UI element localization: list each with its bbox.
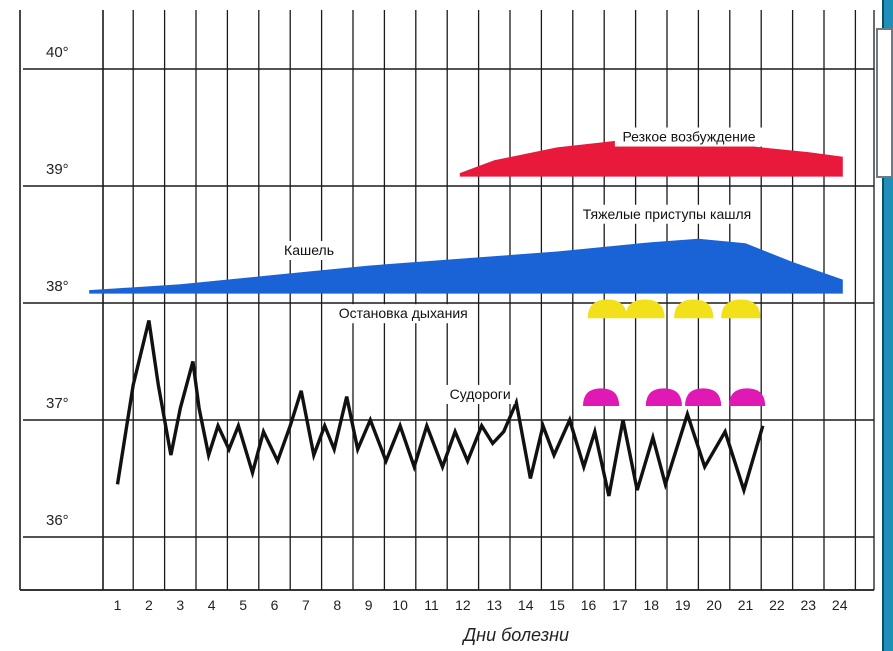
x-tick-label: 10 <box>392 597 408 613</box>
x-tick-label: 19 <box>675 597 691 613</box>
x-tick-label: 18 <box>644 597 660 613</box>
y-tick-label: 39° <box>46 161 69 178</box>
x-tick-label: 8 <box>333 597 341 613</box>
x-tick-label: 5 <box>239 597 247 613</box>
x-tick-label: 13 <box>487 597 503 613</box>
annotation-label: Остановка дыхания <box>339 305 468 321</box>
x-axis-label: Дни болезни <box>461 625 569 645</box>
x-tick-label: 9 <box>365 597 373 613</box>
x-tick-label: 7 <box>302 597 310 613</box>
x-tick-label: 6 <box>271 597 279 613</box>
x-tick-label: 1 <box>114 597 122 613</box>
annotation-label-bg <box>445 384 515 404</box>
x-tick-label: 15 <box>549 597 565 613</box>
apnea-episode <box>625 299 665 319</box>
x-tick-label: 16 <box>581 597 597 613</box>
agitation-band <box>459 139 843 177</box>
x-tick-label: 22 <box>769 597 785 613</box>
x-tick-label: 4 <box>208 597 216 613</box>
annotation-label-bg <box>333 304 474 324</box>
apnea-episode <box>674 299 714 319</box>
slide-side-bar <box>882 0 893 651</box>
apnea-episode <box>587 299 627 319</box>
x-tick-label: 3 <box>176 597 184 613</box>
x-tick-label: 17 <box>612 597 628 613</box>
x-tick-label: 24 <box>832 597 848 613</box>
x-tick-label: 11 <box>424 597 439 613</box>
x-tick-label: 23 <box>801 597 817 613</box>
annotation-label-bg <box>577 204 757 224</box>
temperature-line <box>115 320 765 497</box>
cough-band <box>89 238 843 294</box>
annotation-label: Кашель <box>284 242 334 258</box>
x-tick-label: 12 <box>455 597 471 613</box>
y-tick-label: 37° <box>46 395 69 412</box>
y-tick-label: 40° <box>46 44 69 61</box>
x-tick-label: 2 <box>145 597 153 613</box>
annotation-label-bg <box>614 127 764 147</box>
seizure-episode <box>645 388 682 406</box>
annotation-label: Резкое возбуждение <box>622 129 755 145</box>
x-tick-label: 14 <box>518 597 534 613</box>
x-tick-label: 21 <box>738 597 754 613</box>
annotation-label-bg <box>282 241 336 261</box>
x-tick-label: 20 <box>706 597 722 613</box>
y-tick-label: 38° <box>46 278 69 295</box>
annotation-label: Судороги <box>450 386 511 402</box>
y-tick-label: 36° <box>46 512 69 529</box>
grid <box>19 10 875 591</box>
slide-side-tab <box>876 28 893 178</box>
apnea-episode <box>721 299 761 319</box>
seizure-episode <box>685 388 722 406</box>
seizure-episode <box>729 388 766 406</box>
seizure-episode <box>583 388 620 406</box>
annotation-label: Тяжелые приступы кашля <box>583 206 751 222</box>
